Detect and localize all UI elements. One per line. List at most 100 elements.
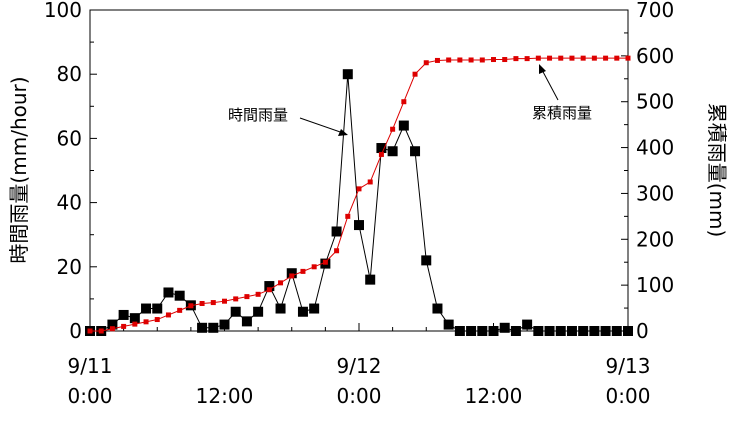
cumulative-rain-point xyxy=(423,60,429,66)
hourly-rain-point xyxy=(421,255,432,266)
cumulative-rain-point xyxy=(479,57,485,63)
cumulative-rain-point xyxy=(524,56,530,62)
hourly-rain-point xyxy=(286,268,297,279)
x-tick-time-label: 12:00 xyxy=(465,384,523,408)
cumulative-rain-point xyxy=(98,328,104,334)
cumulative-rain-point xyxy=(401,99,407,105)
hourly-rain-point xyxy=(376,143,387,154)
y-left-tick-label: 0 xyxy=(69,319,82,343)
hourly-rain-point xyxy=(107,319,118,330)
cumulative-rain-point xyxy=(322,259,328,265)
hourly-rain-point xyxy=(510,326,521,336)
hourly-rain-point xyxy=(309,303,320,314)
x-tick-time-label: 0:00 xyxy=(68,384,113,408)
cumulative-rain-point xyxy=(278,280,284,286)
cumulative-rain-point xyxy=(121,323,127,329)
cumulative-rain-point xyxy=(558,55,564,61)
hourly-rain-point xyxy=(152,303,163,314)
y-left-tick-label: 100 xyxy=(44,0,82,22)
x-tick-date-label: 9/11 xyxy=(68,354,113,378)
y-right-tick-label: 300 xyxy=(636,181,674,205)
cumulative-rain-point xyxy=(603,55,609,61)
cumulative-rain-point xyxy=(143,319,149,325)
annotation-hourly-arrow-line xyxy=(299,117,347,135)
hourly-rain-point xyxy=(297,306,308,317)
label-layer: 0 20 40 60 80 100 0 100 200 300 400 500 600 700 9/11 0:… xyxy=(44,0,674,408)
x-tick-time-label: 0:00 xyxy=(337,384,382,408)
cumulative-rain-point xyxy=(625,55,631,61)
hourly-rain-point xyxy=(623,326,633,336)
cumulative-rain-point xyxy=(491,57,496,63)
cumulative-rain-point xyxy=(378,151,384,157)
cumulative-rain-point xyxy=(300,268,306,274)
hourly-rain-point xyxy=(219,319,230,330)
hourly-rain-point xyxy=(443,319,454,330)
cumulative-rain-point xyxy=(457,57,463,63)
hourly-rain-point xyxy=(129,313,140,324)
cumulative-rain-point xyxy=(233,296,239,302)
hourly-rain-point xyxy=(365,274,376,285)
y-right-tick-label: 400 xyxy=(636,136,674,160)
x-tick-time-label: 12:00 xyxy=(196,384,254,408)
annotation-hourly-arrowhead xyxy=(338,129,348,136)
y-right-tick-label: 600 xyxy=(636,44,674,68)
cumulative-rain-point xyxy=(266,287,272,293)
hourly-rain-point xyxy=(163,287,174,298)
y-left-tick-label: 40 xyxy=(57,191,82,215)
cumulative-rain-point xyxy=(132,321,138,327)
y-left-tick-label: 20 xyxy=(57,255,82,279)
hourly-rain-point xyxy=(387,146,398,157)
cumulative-rain-point xyxy=(188,303,194,309)
hourly-rain-point xyxy=(197,322,208,333)
hourly-rain-point xyxy=(208,322,219,333)
cumulative-rain-point xyxy=(591,55,597,61)
hourly-rain-point xyxy=(533,326,544,336)
cumulative-rain-point xyxy=(87,328,93,334)
cumulative-rain-point xyxy=(255,291,261,297)
series-layer xyxy=(85,55,633,336)
cumulative-rain-point xyxy=(502,57,508,63)
annotation-cumulative-arrowhead xyxy=(539,64,546,74)
cumulative-rain-point xyxy=(547,55,553,61)
y-left-tick-label: 80 xyxy=(57,62,82,86)
hourly-rain-point xyxy=(499,322,510,333)
hourly-rain-point xyxy=(410,146,421,157)
y-right-tick-label: 200 xyxy=(636,227,674,251)
hourly-rain-point xyxy=(611,326,622,336)
hourly-rain-point xyxy=(589,326,600,336)
hourly-rain-point xyxy=(141,303,152,314)
y-right-tick-label: 0 xyxy=(636,319,649,343)
cumulative-rain-point xyxy=(412,71,418,77)
hourly-rain-point xyxy=(488,326,499,336)
hourly-rain-point xyxy=(264,281,275,292)
annotation-hourly-rain: 時間雨量 xyxy=(228,106,288,124)
hourly-rain-point xyxy=(477,326,488,336)
y-left-tick-label: 60 xyxy=(57,126,82,150)
cumulative-rain-point xyxy=(199,300,205,306)
cumulative-rain-point xyxy=(289,273,295,279)
hourly-rain-point xyxy=(331,226,342,237)
cumulative-rain-point xyxy=(468,57,474,63)
cumulative-rain-point xyxy=(109,326,115,332)
cumulative-rain-point xyxy=(311,264,317,270)
hourly-rain-point xyxy=(454,326,465,336)
cumulative-rain-point xyxy=(154,317,160,323)
hourly-rain-point xyxy=(566,326,577,336)
hourly-rain-point xyxy=(118,309,129,320)
cumulative-rain-point xyxy=(222,298,227,304)
y-right-tick-label: 700 xyxy=(636,0,674,22)
hourly-rain-point xyxy=(398,120,409,131)
cumulative-rain-point xyxy=(356,186,362,192)
hourly-rain-point xyxy=(466,326,477,336)
cumulative-rain-point xyxy=(569,55,575,61)
y-right-axis-title: 累積雨量(mm) xyxy=(705,103,729,238)
hourly-rain-point xyxy=(522,319,533,330)
hourly-rain-point xyxy=(253,306,264,317)
cumulative-rain-point xyxy=(367,179,373,185)
hourly-rain-point xyxy=(174,290,185,301)
y-right-tick-label: 500 xyxy=(636,90,674,114)
cumulative-rain-point xyxy=(446,57,452,63)
hourly-rain-point xyxy=(230,306,241,317)
cumulative-rain-point xyxy=(345,213,351,219)
